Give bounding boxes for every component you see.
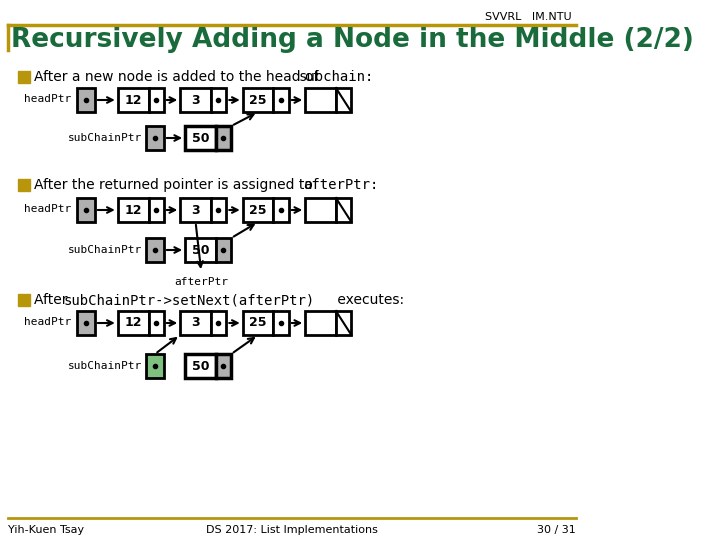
Bar	[305, 311, 336, 335]
Text: 12: 12	[125, 93, 142, 106]
Text: 25: 25	[249, 316, 267, 329]
Text: 12: 12	[125, 316, 142, 329]
Bar	[117, 311, 148, 335]
Bar	[336, 311, 351, 335]
Bar	[180, 88, 211, 112]
Bar	[185, 126, 216, 150]
Bar	[77, 311, 95, 335]
Bar	[185, 238, 216, 262]
Text: headPtr: headPtr	[24, 204, 71, 214]
Bar	[117, 88, 148, 112]
Bar	[148, 88, 164, 112]
Text: 50: 50	[192, 360, 210, 373]
Bar	[216, 354, 231, 378]
Bar	[216, 238, 231, 262]
Text: headPtr: headPtr	[24, 317, 71, 327]
Text: SVVRL   IM.NTU: SVVRL IM.NTU	[485, 12, 572, 22]
Text: 30 / 31: 30 / 31	[537, 525, 576, 535]
Text: afterPtr: afterPtr	[174, 277, 228, 287]
Text: headPtr: headPtr	[24, 94, 71, 104]
Bar	[77, 88, 95, 112]
Text: subChainPtr: subChainPtr	[68, 245, 142, 255]
Bar	[216, 126, 231, 150]
Text: Yih-Kuen Tsay: Yih-Kuen Tsay	[8, 525, 84, 535]
Bar	[148, 198, 164, 222]
Text: After the returned pointer is assigned to: After the returned pointer is assigned t…	[34, 178, 318, 192]
Text: 25: 25	[249, 93, 267, 106]
Text: DS 2017: List Implementations: DS 2017: List Implementations	[206, 525, 378, 535]
Bar	[180, 198, 211, 222]
Bar	[274, 198, 289, 222]
Bar	[243, 198, 274, 222]
Text: executes:: executes:	[333, 293, 404, 307]
Bar	[146, 126, 164, 150]
Bar	[305, 88, 336, 112]
Text: After a new node is added to the head of: After a new node is added to the head of	[34, 70, 323, 84]
Bar	[336, 88, 351, 112]
Bar	[243, 311, 274, 335]
Text: 50: 50	[192, 244, 210, 256]
Text: subChainPtr: subChainPtr	[68, 361, 142, 371]
Bar	[146, 354, 164, 378]
Bar	[211, 311, 226, 335]
Text: 3: 3	[192, 204, 200, 217]
Bar	[243, 88, 274, 112]
Text: afterPtr:: afterPtr:	[302, 178, 378, 192]
Text: subchain:: subchain:	[299, 70, 374, 84]
Bar	[274, 311, 289, 335]
Text: 50: 50	[192, 132, 210, 145]
Bar	[77, 198, 95, 222]
Text: After: After	[34, 293, 72, 307]
Text: 3: 3	[192, 316, 200, 329]
Bar	[185, 354, 216, 378]
Bar	[148, 311, 164, 335]
Text: 12: 12	[125, 204, 142, 217]
Bar	[211, 198, 226, 222]
Bar	[180, 311, 211, 335]
Text: subChainPtr->setNext(afterPtr): subChainPtr->setNext(afterPtr)	[63, 293, 315, 307]
Bar	[211, 88, 226, 112]
Text: Recursively Adding a Node in the Middle (2/2): Recursively Adding a Node in the Middle …	[12, 27, 694, 53]
Text: subChainPtr: subChainPtr	[68, 133, 142, 143]
Bar	[305, 198, 336, 222]
Bar	[117, 198, 148, 222]
Bar	[274, 88, 289, 112]
Bar	[146, 238, 164, 262]
Text: 25: 25	[249, 204, 267, 217]
Bar	[336, 198, 351, 222]
Text: 3: 3	[192, 93, 200, 106]
